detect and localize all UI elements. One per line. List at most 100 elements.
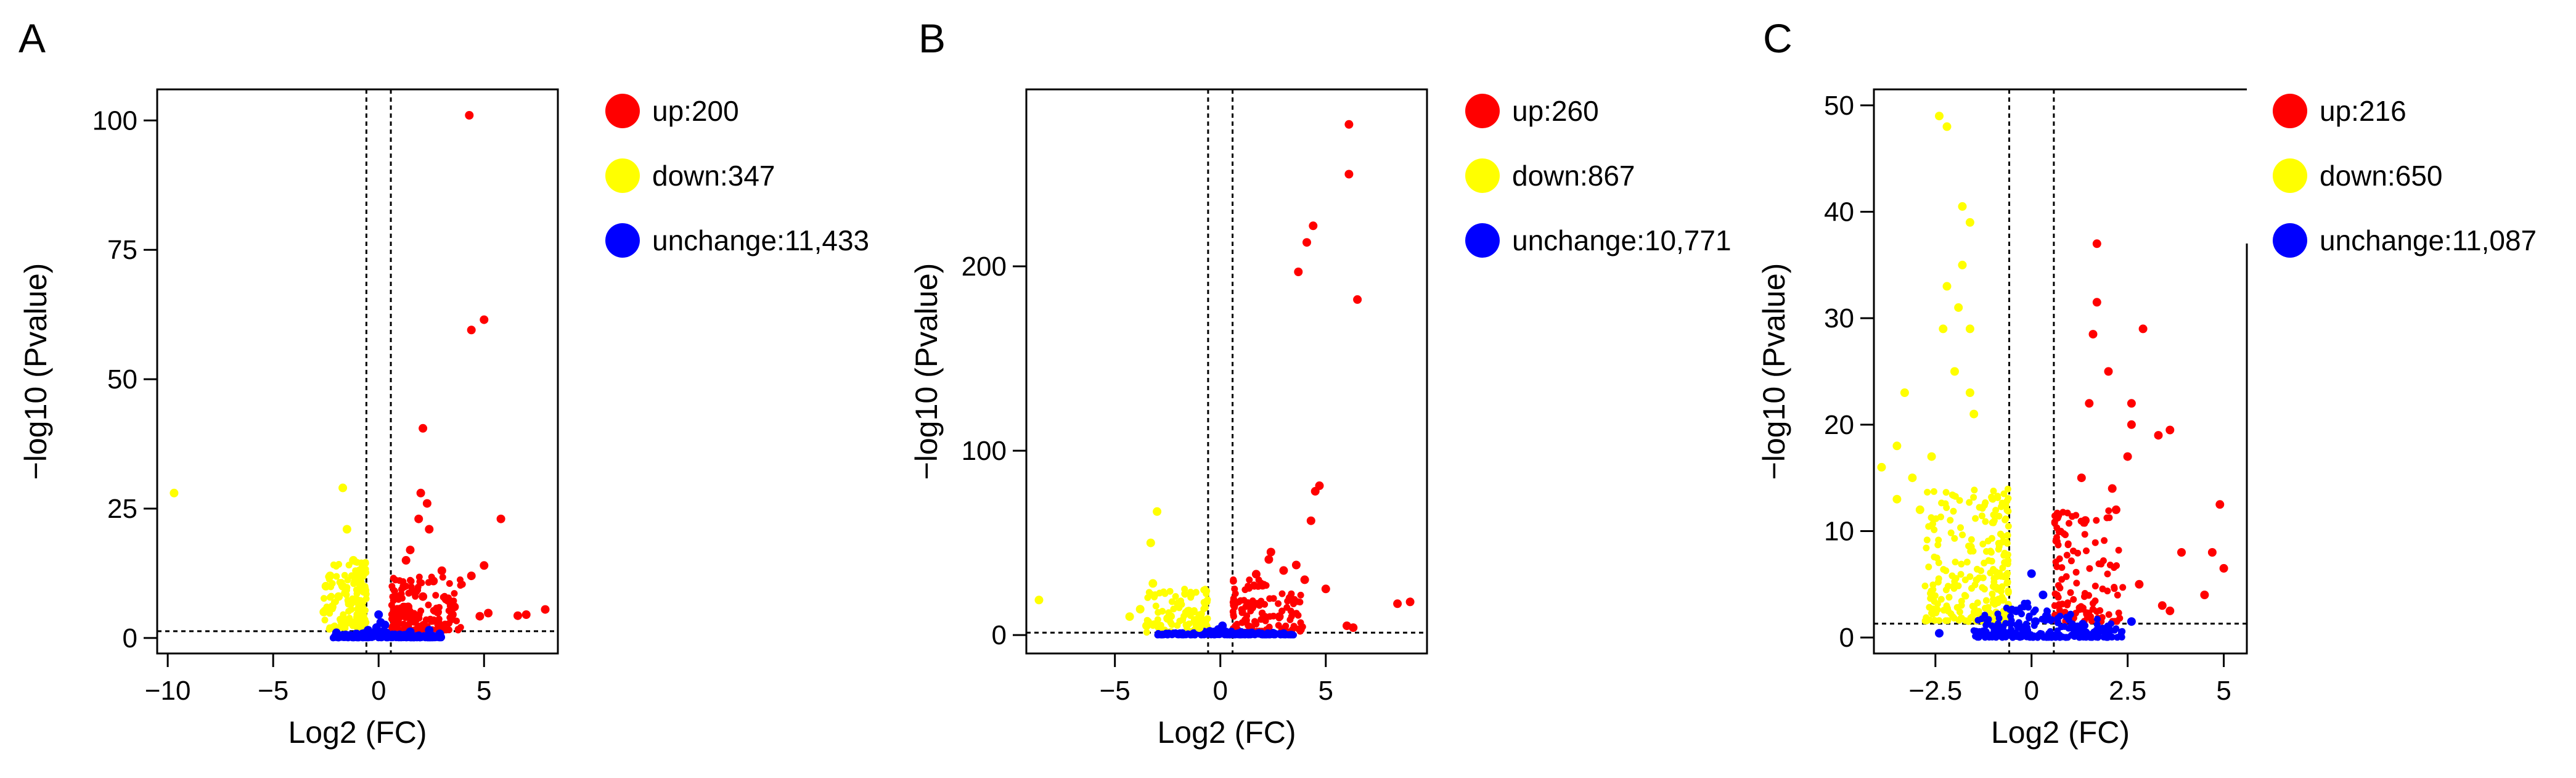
down-point (1200, 599, 1208, 606)
up-point (2081, 531, 2088, 538)
down-point (1969, 602, 1976, 610)
up-point (407, 578, 415, 585)
up-point (2127, 399, 2136, 408)
y-axis-title: −log10 (Pvalue) (18, 263, 53, 480)
down-point (1976, 504, 1983, 511)
down-point (1929, 610, 1936, 618)
up-point (441, 594, 451, 604)
down-point (1892, 441, 1902, 451)
y-tick-label: 100 (92, 105, 137, 136)
up-point (448, 610, 457, 619)
up-point (1290, 600, 1297, 607)
unchange-point (1172, 629, 1179, 636)
unchange-point (2076, 634, 2083, 641)
down-point (1982, 518, 1989, 525)
up-point (2108, 484, 2117, 493)
up-point (1258, 581, 1267, 590)
down-point (1915, 505, 1924, 514)
up-point (2105, 611, 2112, 618)
down-point (1977, 567, 1984, 575)
up-point (396, 577, 403, 584)
up-point (1296, 625, 1305, 634)
up-point (465, 111, 474, 120)
down-point (1942, 617, 1950, 624)
unchange-point (1218, 621, 1227, 631)
legend-marker (605, 158, 640, 193)
unchange-point (2059, 633, 2066, 641)
data-points (170, 111, 550, 642)
legend-label: up:200 (652, 95, 739, 127)
down-point (2005, 587, 2012, 594)
y-tick-label: 75 (107, 235, 137, 265)
up-point (1306, 516, 1315, 525)
down-point (1954, 303, 1963, 312)
legend-label: up:260 (1512, 95, 1599, 127)
unchange-point (425, 626, 434, 635)
down-point (2002, 515, 2010, 523)
legend-label: unchange:10,771 (1512, 224, 1732, 256)
up-point (1230, 578, 1237, 585)
up-point (1285, 594, 1294, 603)
up-point (2092, 298, 2101, 307)
down-point (1989, 519, 1996, 526)
down-point (326, 624, 333, 631)
down-point (1190, 616, 1200, 625)
unchange-point (1154, 631, 1161, 639)
up-point (1393, 599, 1402, 608)
up-point (2091, 583, 2099, 590)
down-point (341, 571, 348, 579)
up-point (1405, 597, 1415, 607)
unchange-point (1981, 612, 1989, 619)
unchange-point (2054, 619, 2061, 626)
down-point (1166, 588, 1174, 595)
up-point (451, 590, 458, 597)
down-point (321, 616, 329, 624)
x-axis-title: Log2 (FC) (288, 715, 427, 750)
unchange-point (1240, 631, 1247, 638)
unchange-point (357, 632, 366, 641)
unchange-point (2073, 622, 2082, 631)
down-point (1923, 536, 1931, 544)
up-point (1251, 618, 1258, 625)
down-point (1142, 621, 1151, 631)
unchange-point (2111, 626, 2118, 634)
down-point (170, 488, 179, 498)
unchange-point (1279, 629, 1288, 638)
up-point (2093, 517, 2100, 524)
down-point (1968, 584, 1975, 592)
down-point (1942, 122, 1952, 131)
unchange-point (1205, 627, 1214, 636)
up-point (1261, 600, 1269, 608)
up-point (425, 525, 434, 534)
down-point (1987, 547, 1994, 555)
down-point (1925, 523, 1932, 530)
down-point (1940, 607, 1947, 614)
down-point (334, 592, 343, 601)
up-point (1275, 600, 1282, 607)
up-point (2219, 563, 2228, 573)
up-point (2157, 601, 2167, 610)
unchange-point (1224, 629, 1233, 638)
down-point (1968, 543, 1975, 551)
unchange-point (2065, 615, 2072, 622)
down-point (1968, 536, 1975, 543)
up-point (2083, 547, 2090, 554)
up-point (2077, 473, 2086, 483)
down-point (1998, 499, 2006, 507)
x-tick-label: 2.5 (2109, 676, 2146, 706)
up-point (2064, 509, 2071, 517)
up-point (1266, 623, 1273, 631)
y-tick-label: 50 (1824, 91, 1854, 121)
up-point (2207, 548, 2217, 557)
up-point (1353, 295, 1362, 304)
unchange-point (2006, 630, 2014, 637)
down-point (319, 607, 329, 616)
down-point (1979, 574, 1987, 581)
up-point (1297, 591, 1304, 599)
y-tick-label: 50 (107, 364, 137, 395)
down-point (1988, 534, 1995, 542)
down-point (338, 624, 345, 631)
up-point (390, 605, 397, 613)
up-point (2103, 514, 2111, 522)
